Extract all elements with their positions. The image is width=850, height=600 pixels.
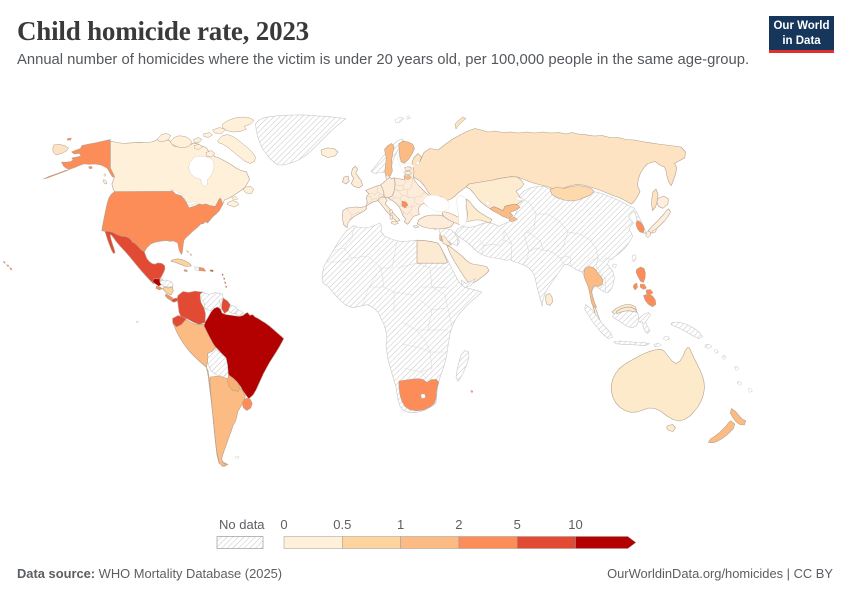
svg-text:10: 10 [568, 517, 582, 532]
svg-text:2: 2 [455, 517, 462, 532]
svg-text:0.5: 0.5 [333, 517, 351, 532]
svg-text:5: 5 [514, 517, 521, 532]
svg-text:0: 0 [280, 517, 287, 532]
svg-text:No data: No data [219, 517, 265, 532]
svg-text:1: 1 [397, 517, 404, 532]
